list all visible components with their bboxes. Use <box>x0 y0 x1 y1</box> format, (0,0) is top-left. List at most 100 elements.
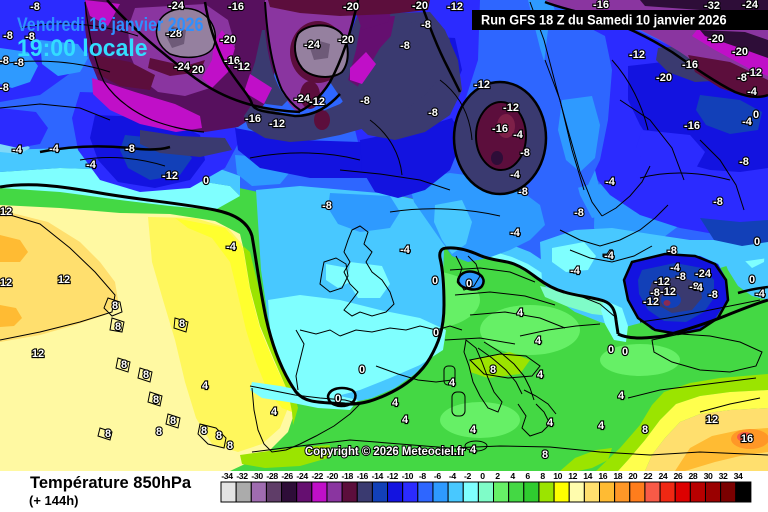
svg-text:-12: -12 <box>269 118 285 130</box>
svg-text:28: 28 <box>688 471 697 481</box>
svg-text:-4: -4 <box>86 159 97 171</box>
svg-text:-34: -34 <box>221 471 233 481</box>
svg-text:0: 0 <box>466 278 472 290</box>
svg-text:0: 0 <box>754 236 760 248</box>
svg-text:8: 8 <box>490 364 496 376</box>
svg-text:4: 4 <box>537 369 544 381</box>
svg-text:8: 8 <box>642 424 648 436</box>
svg-text:0: 0 <box>433 327 439 339</box>
svg-text:-30: -30 <box>251 471 263 481</box>
svg-text:-4: -4 <box>693 282 704 294</box>
svg-text:-8: -8 <box>14 57 24 69</box>
svg-text:-12: -12 <box>309 96 325 108</box>
svg-text:19:00 locale: 19:00 locale <box>17 35 148 62</box>
svg-text:-20: -20 <box>732 46 748 58</box>
svg-text:-24: -24 <box>695 268 712 280</box>
svg-text:0: 0 <box>749 274 755 286</box>
svg-text:0: 0 <box>335 393 341 405</box>
svg-text:-16: -16 <box>245 113 261 125</box>
svg-text:-4: -4 <box>513 129 524 141</box>
svg-text:0: 0 <box>622 346 628 358</box>
svg-text:34: 34 <box>734 471 743 481</box>
svg-text:-8: -8 <box>0 55 9 67</box>
svg-text:-4: -4 <box>747 86 758 98</box>
svg-text:-16: -16 <box>357 471 369 481</box>
svg-text:-4: -4 <box>742 116 753 128</box>
svg-text:16: 16 <box>598 471 607 481</box>
svg-text:-8: -8 <box>518 186 528 198</box>
svg-text:20: 20 <box>192 64 204 76</box>
svg-text:-4: -4 <box>449 471 456 481</box>
svg-text:-8: -8 <box>689 281 699 293</box>
svg-text:-12: -12 <box>234 61 250 73</box>
svg-text:4: 4 <box>547 417 554 429</box>
svg-text:12: 12 <box>32 348 44 360</box>
svg-text:14: 14 <box>583 471 592 481</box>
svg-text:18: 18 <box>613 471 622 481</box>
svg-text:-20: -20 <box>656 72 672 84</box>
svg-text:-8: -8 <box>676 271 686 283</box>
svg-text:30: 30 <box>704 471 713 481</box>
svg-text:-4: -4 <box>510 227 521 239</box>
svg-text:-16: -16 <box>682 59 698 71</box>
svg-text:-24: -24 <box>304 39 321 51</box>
svg-text:-8: -8 <box>520 147 530 159</box>
svg-text:4: 4 <box>517 307 524 319</box>
svg-text:-8: -8 <box>400 40 410 52</box>
svg-text:-12: -12 <box>654 276 670 288</box>
svg-text:4: 4 <box>535 335 542 347</box>
svg-text:16: 16 <box>741 433 753 445</box>
svg-text:-4: -4 <box>603 249 614 261</box>
svg-text:Run GFS 18 Z du Samedi 10 janv: Run GFS 18 Z du Samedi 10 janvier 2026 <box>481 12 727 28</box>
svg-text:-28: -28 <box>166 28 182 40</box>
svg-text:8: 8 <box>216 430 222 442</box>
svg-text:12: 12 <box>568 471 577 481</box>
svg-text:8: 8 <box>143 369 149 381</box>
svg-text:-8: -8 <box>25 31 35 43</box>
svg-text:-12: -12 <box>162 170 178 182</box>
svg-text:4: 4 <box>470 424 477 436</box>
svg-text:22: 22 <box>643 471 652 481</box>
svg-text:-8: -8 <box>708 289 718 301</box>
svg-text:-18: -18 <box>342 471 354 481</box>
svg-text:12: 12 <box>58 274 70 286</box>
svg-text:0: 0 <box>432 275 438 287</box>
svg-text:4: 4 <box>510 471 515 481</box>
svg-text:8: 8 <box>153 394 159 406</box>
svg-text:-24: -24 <box>742 0 759 11</box>
svg-text:8: 8 <box>121 359 127 371</box>
svg-text:-4: -4 <box>49 143 60 155</box>
svg-text:-24: -24 <box>174 61 191 73</box>
svg-text:-22: -22 <box>312 471 324 481</box>
svg-text:-26: -26 <box>281 471 293 481</box>
svg-text:8: 8 <box>179 318 185 330</box>
svg-text:-12: -12 <box>474 79 490 91</box>
svg-text:-8: -8 <box>419 471 426 481</box>
svg-text:-32: -32 <box>236 471 248 481</box>
svg-text:-8: -8 <box>322 200 332 212</box>
svg-text:10: 10 <box>553 471 562 481</box>
svg-text:(+ 144h): (+ 144h) <box>29 493 79 508</box>
svg-text:-20: -20 <box>327 471 339 481</box>
svg-text:-4: -4 <box>400 244 411 256</box>
svg-text:-4: -4 <box>670 262 681 274</box>
svg-text:8: 8 <box>201 425 207 437</box>
svg-text:4: 4 <box>598 420 605 432</box>
svg-text:-4: -4 <box>510 169 521 181</box>
svg-text:12: 12 <box>706 414 718 426</box>
svg-text:Température 850hPa: Température 850hPa <box>30 474 192 492</box>
svg-text:-8: -8 <box>3 30 13 42</box>
svg-text:8: 8 <box>540 471 545 481</box>
svg-text:-12: -12 <box>643 296 659 308</box>
svg-text:-4: -4 <box>226 241 237 253</box>
svg-text:-12: -12 <box>387 471 399 481</box>
svg-text:8: 8 <box>112 300 118 312</box>
svg-text:-8: -8 <box>428 107 438 119</box>
svg-text:-4: -4 <box>605 176 616 188</box>
svg-text:26: 26 <box>673 471 682 481</box>
svg-text:4: 4 <box>618 390 625 402</box>
svg-text:-8: -8 <box>0 82 9 94</box>
svg-text:-16: -16 <box>228 1 244 13</box>
svg-text:-20: -20 <box>412 0 428 12</box>
svg-text:-10: -10 <box>402 471 414 481</box>
